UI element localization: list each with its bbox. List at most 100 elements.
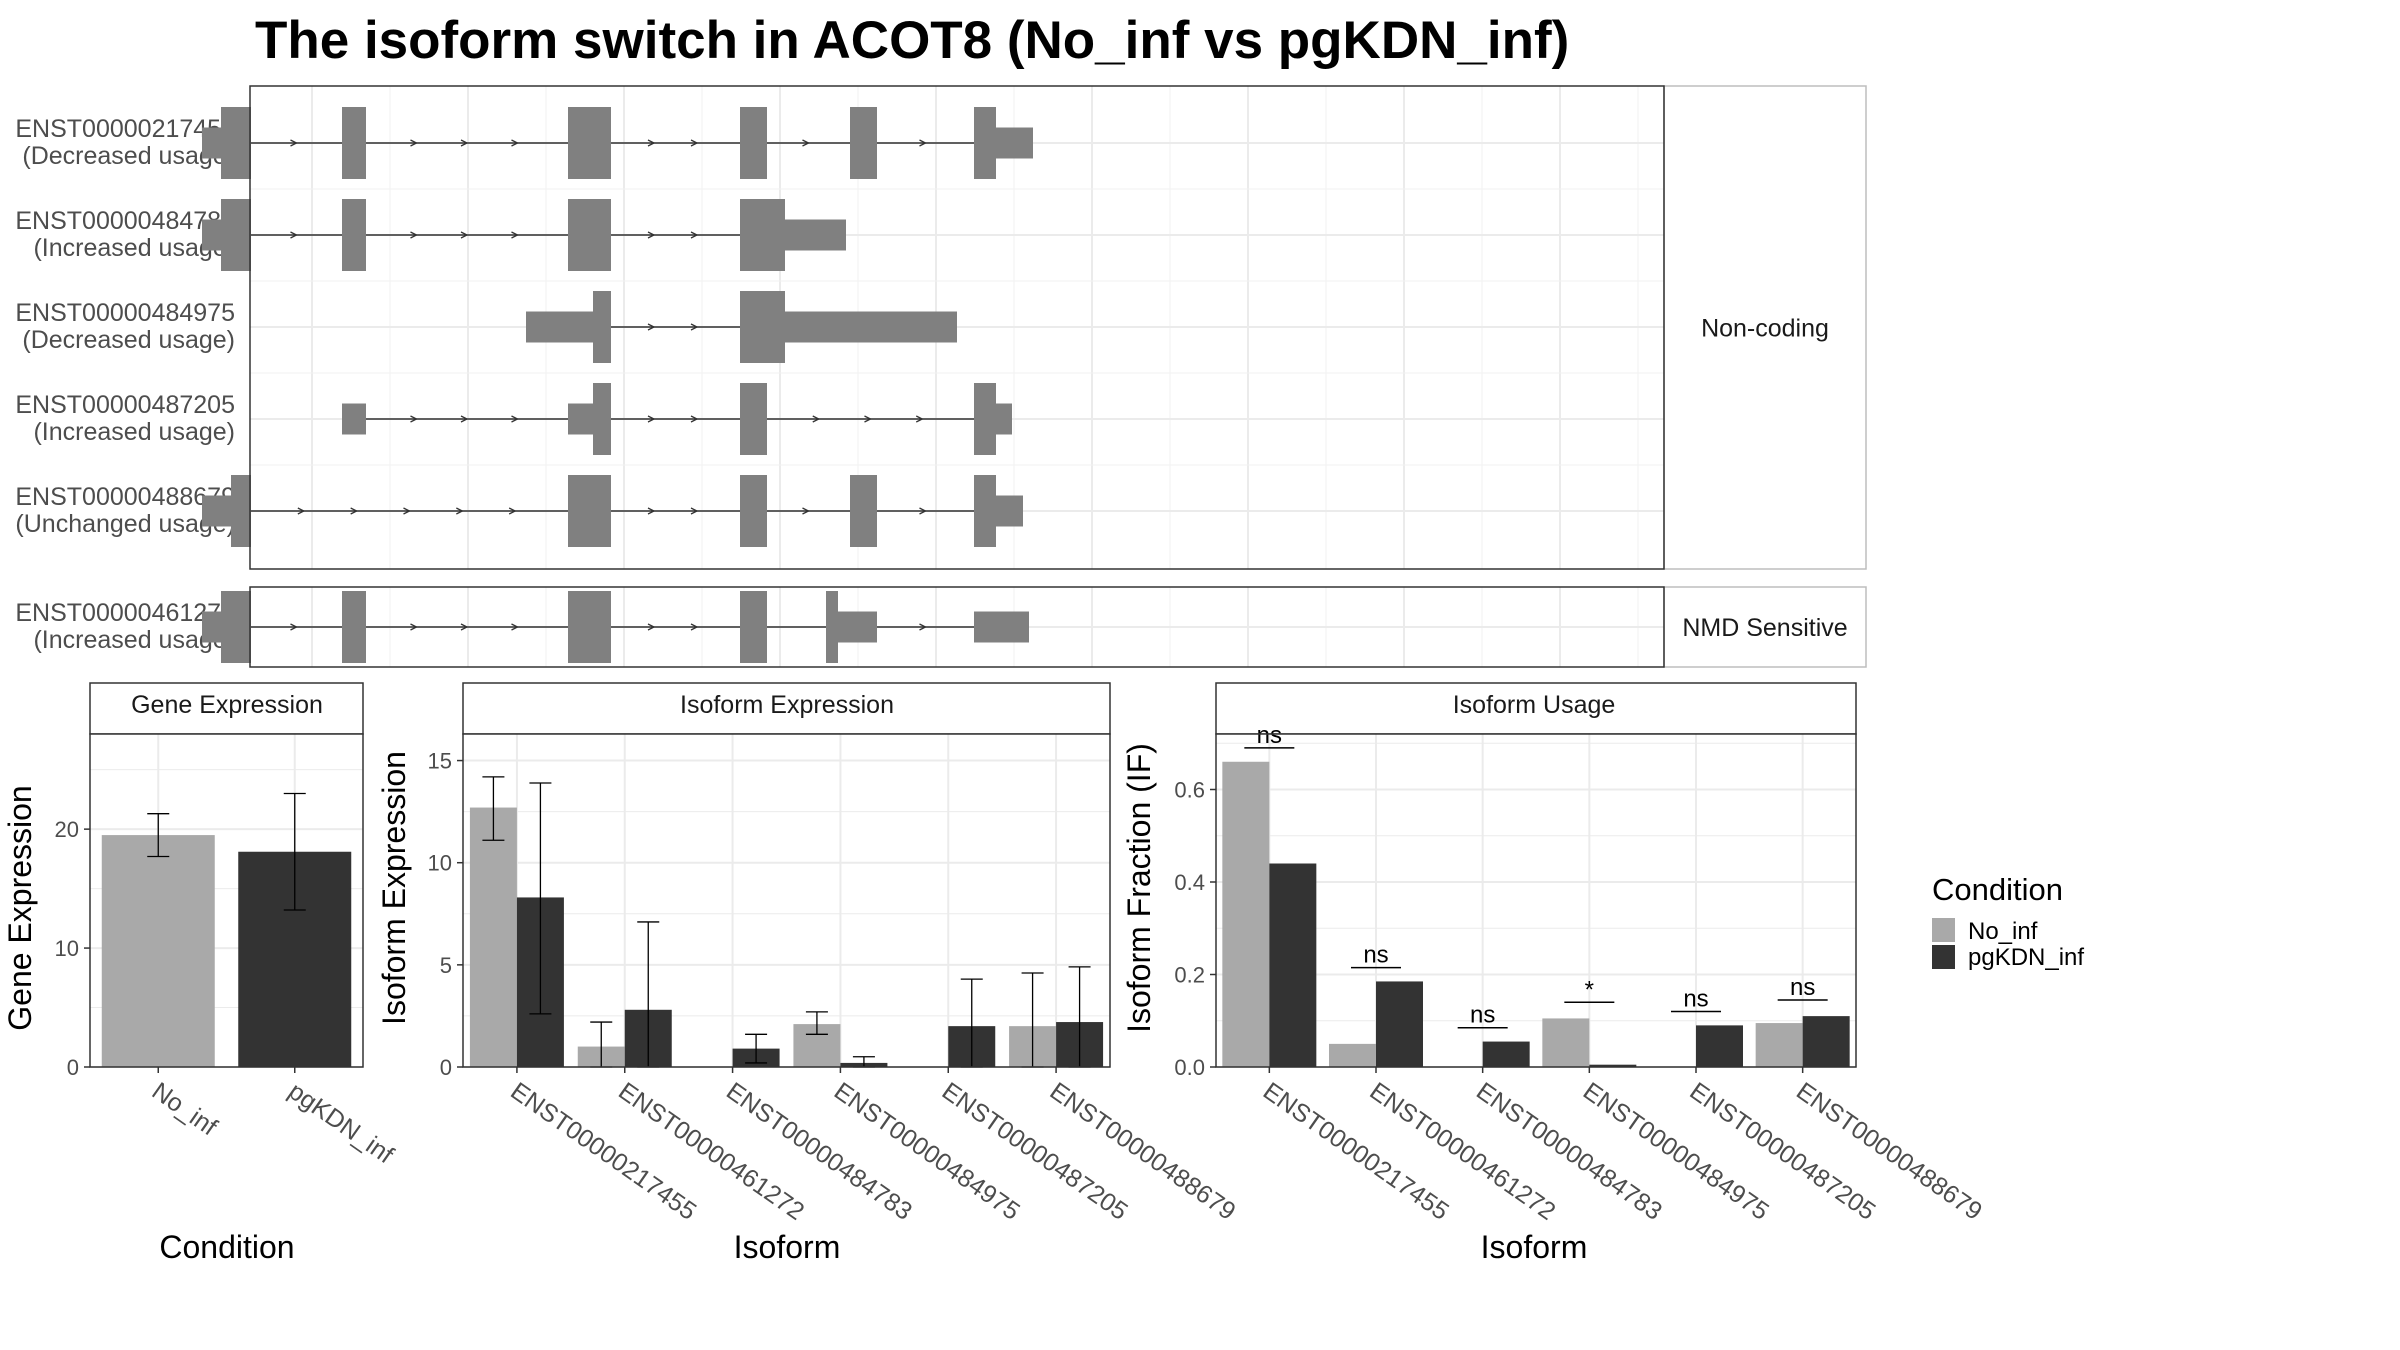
- intron-arrow: [403, 507, 411, 515]
- transcript-row: ENST00000484975(Decreased usage): [15, 291, 957, 363]
- intron-arrow: [511, 623, 519, 631]
- exon-cds: [568, 199, 611, 271]
- exon-cds: [826, 591, 838, 663]
- gene-expression-x-tick-label: pgKDN_inf: [283, 1077, 398, 1169]
- isoform-usage-bar: [1542, 1018, 1590, 1067]
- isoform-expression-x-tick-label: ENST00000488679: [1045, 1077, 1241, 1226]
- gene-expression-panel: Condition Gene Expression Gene Expressio…: [2, 682, 398, 1265]
- intron-arrow: [647, 623, 656, 631]
- isoform-usage-y-axis-title: Isoform Fraction (IF): [1121, 743, 1157, 1033]
- exon-cds: [740, 291, 785, 363]
- intron-arrow: [508, 507, 517, 515]
- transcript-usage-label: (Increased usage): [33, 626, 235, 654]
- figure-title: The isoform switch in ACOT8 (No_inf vs p…: [255, 11, 1569, 70]
- intron-arrow: [410, 415, 418, 423]
- transcript-group: NMD Sensitive ENST00000461272(Increased u…: [15, 586, 1867, 668]
- exon-cds: [593, 291, 611, 363]
- exon-utr: [974, 611, 1029, 643]
- intron-arrow: [690, 507, 699, 515]
- transcript-id-label: ENST00000487205: [15, 391, 235, 419]
- isoform-expression-x-axis-title: Isoform: [734, 1229, 841, 1265]
- exon-cds: [221, 199, 251, 271]
- isoform-usage-bar: [1329, 1043, 1376, 1067]
- intron-arrow: [919, 623, 927, 631]
- gene-expression-strip-title: Gene Expression: [131, 691, 323, 719]
- transcript-id-label: ENST00000461272: [15, 599, 235, 627]
- transcript-row: ENST00000484783(Increased usage): [15, 199, 846, 271]
- gene-expression-x-axis-title: Condition: [159, 1229, 294, 1265]
- isoform-expression-bar: [469, 807, 517, 1067]
- transcript-id-label: ENST00000484783: [15, 207, 235, 235]
- isoform-usage-x-tick-label: ENST00000484975: [1578, 1077, 1774, 1226]
- isoform-usage-bar: [1222, 761, 1270, 1067]
- isoform-expression-strip-box: [462, 682, 1111, 735]
- gene-expression-plot-border: [89, 733, 364, 1068]
- isoform-expression-x-tick-label: ENST00000461272: [613, 1077, 809, 1226]
- isoform-usage-y-tick-label: 0.4: [1174, 870, 1205, 895]
- transcript-row: ENST00000487205(Increased usage): [15, 383, 1012, 455]
- intron-arrow: [460, 415, 469, 423]
- isoform-expression-y-tick-label: 15: [428, 749, 452, 774]
- isoform-usage-bar: [1482, 1041, 1530, 1067]
- isoform-expression-panel: Isoform Isoform Expression Isoform Expre…: [376, 682, 1241, 1265]
- isoform-usage-significance-label: ns: [1257, 722, 1282, 749]
- intron-arrow: [460, 231, 469, 239]
- intron-arrow: [919, 139, 927, 147]
- intron-arrow: [460, 623, 469, 631]
- intron-arrow: [410, 231, 418, 239]
- exon-cds: [231, 475, 251, 547]
- isoform-expression-y-tick-label: 10: [428, 851, 452, 876]
- isoform-expression-x-tick-label: ENST00000217455: [505, 1077, 701, 1226]
- exon-cds: [850, 475, 877, 547]
- gene-expression-x-tick-label: No_inf: [147, 1077, 222, 1141]
- isoform-usage-significance-label: *: [1585, 976, 1594, 1003]
- intron-arrow: [812, 415, 821, 423]
- legend-label-pgkdn-inf: pgKDN_inf: [1968, 944, 2084, 971]
- isoform-usage-bar: [1755, 1023, 1803, 1067]
- intron-arrow: [647, 507, 656, 515]
- exon-cds: [974, 383, 996, 455]
- gene-expression-y-tick-label: 10: [55, 936, 79, 961]
- isoform-usage-y-tick-label: 0.0: [1174, 1055, 1205, 1080]
- exon-cds: [221, 591, 251, 663]
- isoform-expression-y-tick-label: 5: [440, 953, 452, 978]
- transcript-usage-label: (Decreased usage): [22, 326, 235, 354]
- exon-cds: [740, 591, 767, 663]
- isoform-usage-y-tick-label: 0.2: [1174, 963, 1205, 988]
- intron-arrow: [456, 507, 464, 515]
- intron-arrow: [690, 415, 699, 423]
- intron-arrow: [864, 415, 872, 423]
- facet-strip: [1663, 586, 1867, 668]
- isoform-expression-x-tick-label: ENST00000487205: [937, 1077, 1133, 1226]
- isoform-usage-x-axis-title: Isoform: [1481, 1229, 1588, 1265]
- intron-arrow: [511, 415, 519, 423]
- isoform-usage-bar: [1376, 981, 1423, 1067]
- exon-cds: [568, 107, 611, 179]
- intron-arrow: [511, 139, 519, 147]
- transcript-row: ENST00000461272(Increased usage): [15, 591, 1029, 663]
- isoform-usage-significance-label: ns: [1363, 942, 1388, 969]
- isoform-expression-x-tick-label: ENST00000484975: [829, 1077, 1025, 1226]
- exon-cds: [974, 107, 996, 179]
- exon-cds: [850, 107, 877, 179]
- facet-strip-label: NMD Sensitive: [1682, 614, 1847, 642]
- isoform-usage-panel: Isoform Isoform Fraction (IF) Isoform Us…: [1121, 682, 1987, 1265]
- intron-arrow: [802, 507, 810, 515]
- isoform-usage-plot-border: [1215, 733, 1857, 1068]
- transcript-usage-label: (Increased usage): [33, 234, 235, 262]
- exon-cds: [568, 591, 611, 663]
- legend-swatch-no-inf: [1932, 918, 1955, 942]
- legend-swatch-pgkdn-inf: [1932, 945, 1955, 969]
- isoform-usage-bar: [1696, 1025, 1743, 1067]
- isoform-usage-bar: [1802, 1016, 1850, 1067]
- facet-strip: [1663, 85, 1867, 570]
- isoform-usage-significance-label: ns: [1683, 986, 1708, 1013]
- exon-cds: [342, 199, 366, 271]
- exon-cds: [221, 107, 251, 179]
- gene-expression-bar: [101, 835, 215, 1067]
- structure-panel-border: [249, 586, 1665, 668]
- transcript-usage-label: (Unchanged usage): [15, 510, 235, 538]
- facet-strip-label: Non-coding: [1701, 315, 1829, 343]
